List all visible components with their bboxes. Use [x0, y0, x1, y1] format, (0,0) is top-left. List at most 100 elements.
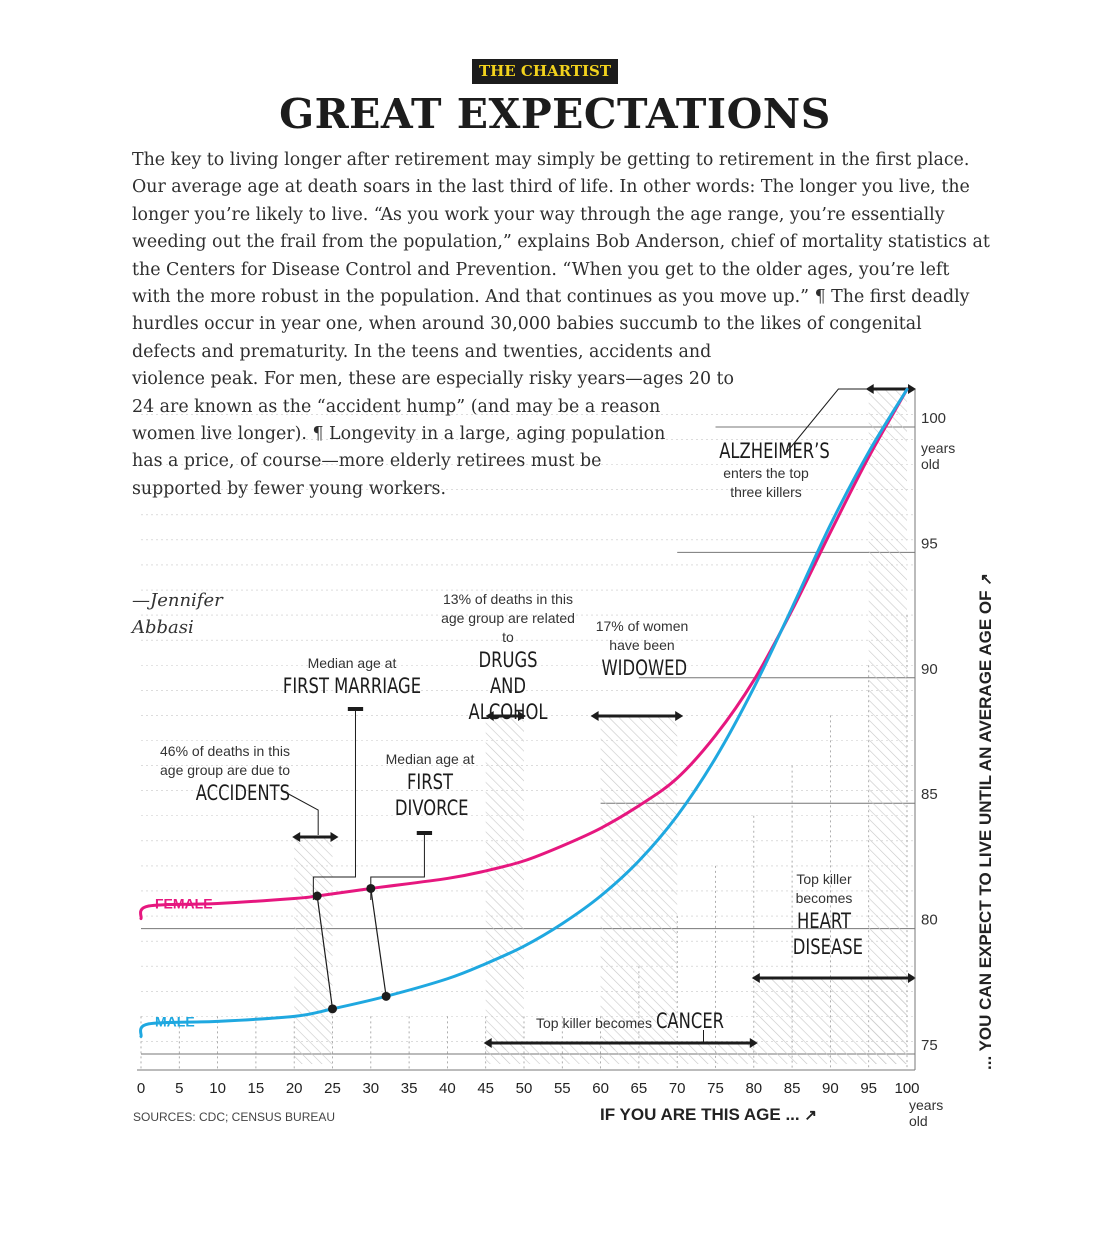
byline: —Jennifer Abbasi [132, 590, 223, 638]
x-tick-label: 95 [860, 1080, 877, 1097]
accidents-note: 46% of deaths in this age group are due … [140, 742, 290, 806]
y-tick-label: 95 [921, 535, 938, 552]
widowed-note: 17% of women have been WIDOWED [590, 617, 694, 681]
data-marker [381, 991, 391, 1001]
series-label-female: FEMALE [155, 896, 213, 912]
drugs-band [485, 716, 524, 1050]
y-unit-label: years [921, 440, 955, 456]
x-tick-label: 60 [592, 1080, 609, 1097]
drugs-small-text: 13% of deaths in this age group are rela… [441, 591, 575, 645]
x-tick-label: 80 [745, 1080, 762, 1097]
heart-bracket-right-arrow [908, 973, 916, 983]
widowed-band [600, 716, 678, 1050]
marriage-label: FIRST MARRIAGE [282, 674, 422, 698]
heart-band [753, 978, 907, 1064]
accidents-pointer [280, 789, 319, 835]
x-tick-label: 30 [362, 1080, 379, 1097]
widowed-bracket-right-arrow [675, 711, 684, 721]
marker-connector [316, 895, 334, 1009]
range-brackets [280, 384, 916, 1064]
alzheimers-label: ALZHEIMER’S [719, 439, 830, 463]
cancer-band [485, 1043, 754, 1064]
accidents-label: ACCIDENTS [195, 781, 290, 805]
series-lines: FEMALE MALE [139, 387, 909, 1038]
divorce-small-text: Median age at [385, 751, 475, 767]
cancer-small-text: Top killer becomes [536, 1015, 652, 1031]
x-tick-label: 65 [631, 1080, 648, 1097]
marriage-note: Median age at FIRST MARRIAGE [262, 654, 442, 699]
series-label-male: MALE [155, 1013, 195, 1029]
x-tick-label: 20 [286, 1080, 303, 1097]
x-tick-label: 75 [707, 1080, 724, 1097]
alzheimers-bracket-right-arrow [908, 384, 916, 394]
alzheimers-band [868, 389, 907, 1064]
widowed-bracket [590, 711, 684, 721]
x-tick-label: 50 [516, 1080, 533, 1097]
accidents-band [294, 837, 333, 1064]
alzheimers-note: ALZHEIMER’S enters the top three killers [706, 438, 830, 502]
x-tick-label: 15 [248, 1080, 265, 1097]
x-tick-label: 85 [784, 1080, 801, 1097]
divorce-pointer [370, 835, 425, 900]
accidents-bracket-left-arrow [292, 832, 301, 842]
widowed-bracket-left-arrow [590, 711, 599, 721]
y-axis-title: ... YOU CAN EXPECT TO LIVE UNTIL AN AVER… [976, 573, 995, 1070]
drugs-bracket [485, 711, 526, 721]
x-unit-label: years [909, 1097, 943, 1113]
x-tick-label: 25 [324, 1080, 341, 1097]
x-tick-label: 90 [822, 1080, 839, 1097]
data-marker [328, 1004, 337, 1014]
marriage-pointer [312, 711, 356, 900]
x-axis-title: IF YOU ARE THIS AGE ... ↗ [600, 1105, 817, 1124]
heart-small-text: Top killer becomes [795, 871, 853, 906]
article-text: The key to living longer after retiremen… [132, 150, 990, 499]
divorce-label: FIRST DIVORCE [394, 770, 469, 820]
marriage-small-text: Median age at [307, 655, 397, 671]
data-marker [312, 891, 322, 901]
y-tick-label: 80 [921, 912, 938, 929]
drugs-bracket-left-arrow [485, 711, 494, 721]
cancer-bracket-left-arrow [483, 1038, 492, 1048]
marker-connector [370, 888, 387, 997]
x-tick-label: 10 [209, 1080, 226, 1097]
heart-label: HEART DISEASE [792, 909, 863, 959]
x-tick-label: 0 [137, 1080, 145, 1097]
drugs-bracket-right-arrow [518, 711, 526, 721]
x-tick-label: 40 [439, 1080, 456, 1097]
y-tick-label: 85 [921, 786, 938, 803]
widowed-label: WIDOWED [601, 656, 688, 680]
y-unit-label: old [921, 456, 940, 472]
cancer-label: CANCER [655, 1009, 724, 1033]
series-line-male [139, 387, 909, 1038]
accidents-bracket-right-arrow [330, 832, 339, 842]
alzheimers-bracket [865, 384, 916, 394]
y-tick-label: 90 [921, 661, 938, 678]
sources-note: SOURCES: CDC; CENSUS BUREAU [133, 1110, 336, 1124]
x-tick-label: 5 [175, 1080, 183, 1097]
y-tick-label: 75 [921, 1037, 938, 1054]
drugs-label: DRUGS AND ALCOHOL [468, 648, 548, 724]
accidents-bracket [292, 832, 339, 842]
series-line-female [139, 387, 909, 921]
x-tick-label: 55 [554, 1080, 571, 1097]
heart-bracket [751, 973, 916, 983]
y-tick-label: 100 [921, 410, 946, 427]
accidents-small-text: 46% of deaths in this age group are due … [160, 743, 290, 778]
x-unit-label: old [909, 1113, 928, 1129]
section-badge: THE CHARTIST [472, 59, 618, 84]
x-tick-label: 70 [669, 1080, 686, 1097]
x-tick-label: 45 [477, 1080, 494, 1097]
article-body: The key to living longer after retiremen… [132, 147, 992, 594]
cancer-note: Top killer becomes CANCER [536, 1008, 766, 1034]
heart-bracket-left-arrow [751, 973, 760, 983]
widowed-small-text: 17% of women have been [595, 618, 689, 653]
page-title: GREAT EXPECTATIONS [279, 90, 831, 138]
heart-note: Top killer becomes HEART DISEASE [770, 870, 878, 960]
x-tick-label: 35 [401, 1080, 418, 1097]
alzheimers-small-text: enters the top three killers [723, 465, 809, 500]
cancer-bracket [483, 1038, 758, 1048]
x-tick-label: 100 [894, 1080, 919, 1097]
drugs-note: 13% of deaths in this age group are rela… [440, 590, 576, 725]
